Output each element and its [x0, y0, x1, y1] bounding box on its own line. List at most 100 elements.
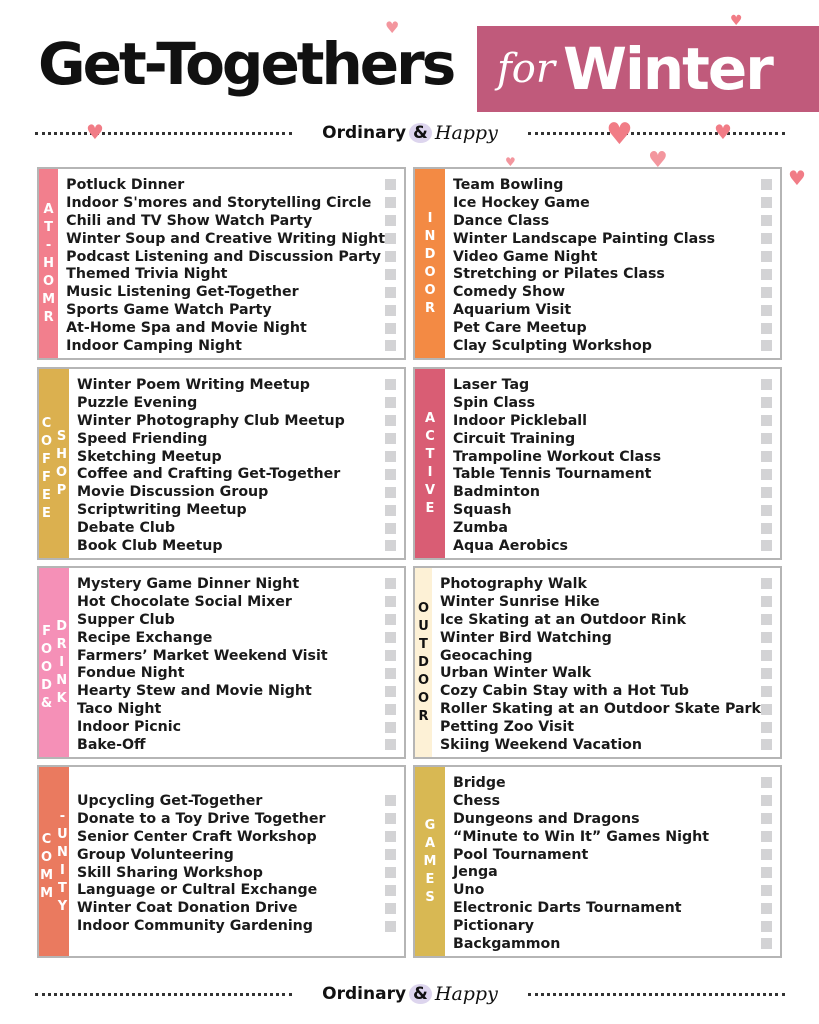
checkbox[interactable] — [385, 813, 396, 825]
checkbox[interactable] — [761, 721, 772, 733]
checkbox[interactable] — [385, 703, 396, 715]
checkbox[interactable] — [761, 322, 772, 334]
checkbox[interactable] — [385, 522, 396, 534]
checkbox[interactable] — [761, 486, 772, 498]
activity-label: Petting Zoo Visit — [439, 719, 574, 736]
checkbox[interactable] — [385, 667, 396, 679]
checkbox[interactable] — [385, 268, 396, 280]
checkbox[interactable] — [761, 777, 772, 789]
checkbox[interactable] — [385, 251, 396, 262]
checkbox[interactable] — [761, 920, 772, 932]
checkbox[interactable] — [761, 340, 772, 352]
list-item: Pet Care Meetup — [453, 319, 780, 337]
checkbox[interactable] — [761, 866, 772, 878]
checkbox[interactable] — [761, 433, 772, 445]
checkbox[interactable] — [761, 902, 772, 914]
list-item: Recipe Exchange — [77, 629, 404, 647]
checkbox[interactable] — [761, 884, 772, 896]
list-item: Winter Soup and Creative Writing Night — [66, 230, 404, 248]
checkbox[interactable] — [385, 322, 396, 334]
checkbox[interactable] — [761, 849, 772, 860]
checkbox[interactable] — [761, 795, 772, 807]
checkbox[interactable] — [385, 179, 396, 191]
activity-list: Mystery Game Dinner Night Hot Chocolate S… — [69, 568, 404, 757]
checkbox[interactable] — [761, 578, 772, 590]
checkbox[interactable] — [761, 215, 772, 227]
checkbox[interactable] — [385, 739, 396, 751]
checkbox[interactable] — [385, 379, 396, 391]
label-letter: - — [45, 237, 52, 253]
checkbox[interactable] — [385, 486, 396, 498]
checkbox[interactable] — [761, 938, 772, 950]
banner-for: for — [497, 46, 556, 92]
checkbox[interactable] — [761, 179, 772, 191]
list-item: At-Home Spa and Movie Night — [66, 319, 404, 337]
checkbox[interactable] — [761, 304, 772, 316]
label-letter: T — [44, 219, 54, 235]
checkbox[interactable] — [385, 415, 396, 427]
checkbox[interactable] — [761, 415, 772, 427]
checkbox[interactable] — [385, 902, 396, 914]
checkbox[interactable] — [761, 614, 772, 626]
checkbox[interactable] — [761, 685, 772, 697]
checkbox[interactable] — [761, 831, 772, 843]
checkbox[interactable] — [761, 632, 772, 644]
checkbox[interactable] — [761, 233, 772, 245]
checkbox[interactable] — [385, 197, 396, 209]
checkbox[interactable] — [385, 433, 396, 445]
checkbox[interactable] — [761, 650, 772, 661]
checkbox[interactable] — [761, 667, 772, 679]
checkbox[interactable] — [761, 268, 772, 280]
list-item: Indoor S'mores and Storytelling Circle — [66, 194, 404, 212]
checkbox[interactable] — [761, 197, 772, 209]
activity-label: Speed Friending — [77, 430, 208, 447]
list-item: Clay Sculpting Workshop — [453, 337, 780, 355]
checkbox[interactable] — [385, 685, 396, 697]
list-item: Indoor Community Gardening — [77, 917, 404, 935]
list-item: Speed Friending — [77, 430, 404, 448]
checkbox[interactable] — [385, 867, 396, 878]
checkbox[interactable] — [385, 578, 396, 590]
checkbox[interactable] — [761, 813, 772, 825]
checkbox[interactable] — [385, 233, 396, 245]
checkbox[interactable] — [385, 795, 396, 807]
checkbox[interactable] — [385, 215, 396, 227]
checkbox[interactable] — [761, 739, 772, 751]
checkbox[interactable] — [385, 721, 396, 733]
label-letter: F — [42, 451, 51, 467]
checkbox[interactable] — [761, 596, 772, 608]
checkbox[interactable] — [761, 379, 772, 391]
checkbox[interactable] — [761, 286, 772, 298]
checkbox[interactable] — [385, 468, 396, 480]
checkbox[interactable] — [385, 397, 396, 409]
checkbox[interactable] — [761, 522, 772, 534]
checkbox[interactable] — [385, 920, 396, 932]
activity-label: Themed Trivia Night — [66, 266, 228, 283]
checkbox[interactable] — [385, 286, 396, 298]
checkbox[interactable] — [385, 340, 396, 352]
checkbox[interactable] — [385, 614, 396, 626]
checkbox[interactable] — [385, 650, 396, 661]
banner-winter: Winter — [563, 35, 774, 103]
checkbox[interactable] — [761, 540, 772, 552]
checkbox[interactable] — [385, 831, 396, 843]
activity-label: Squash — [453, 502, 512, 519]
checkbox[interactable] — [761, 504, 772, 516]
checkbox[interactable] — [761, 251, 772, 262]
checkbox[interactable] — [385, 596, 396, 608]
checkbox[interactable] — [385, 540, 396, 552]
checkbox[interactable] — [761, 451, 772, 462]
checkbox[interactable] — [761, 703, 772, 715]
checkbox[interactable] — [385, 504, 396, 516]
checkbox[interactable] — [761, 397, 772, 409]
checkbox[interactable] — [761, 468, 772, 480]
list-item: Pictionary — [453, 917, 780, 935]
checkbox[interactable] — [385, 304, 396, 316]
checkbox[interactable] — [385, 849, 396, 861]
checkbox[interactable] — [385, 632, 396, 644]
list-item: Taco Night — [77, 700, 404, 718]
checkbox[interactable] — [385, 884, 396, 896]
label-letter: I — [59, 654, 65, 670]
checkbox[interactable] — [385, 451, 396, 462]
